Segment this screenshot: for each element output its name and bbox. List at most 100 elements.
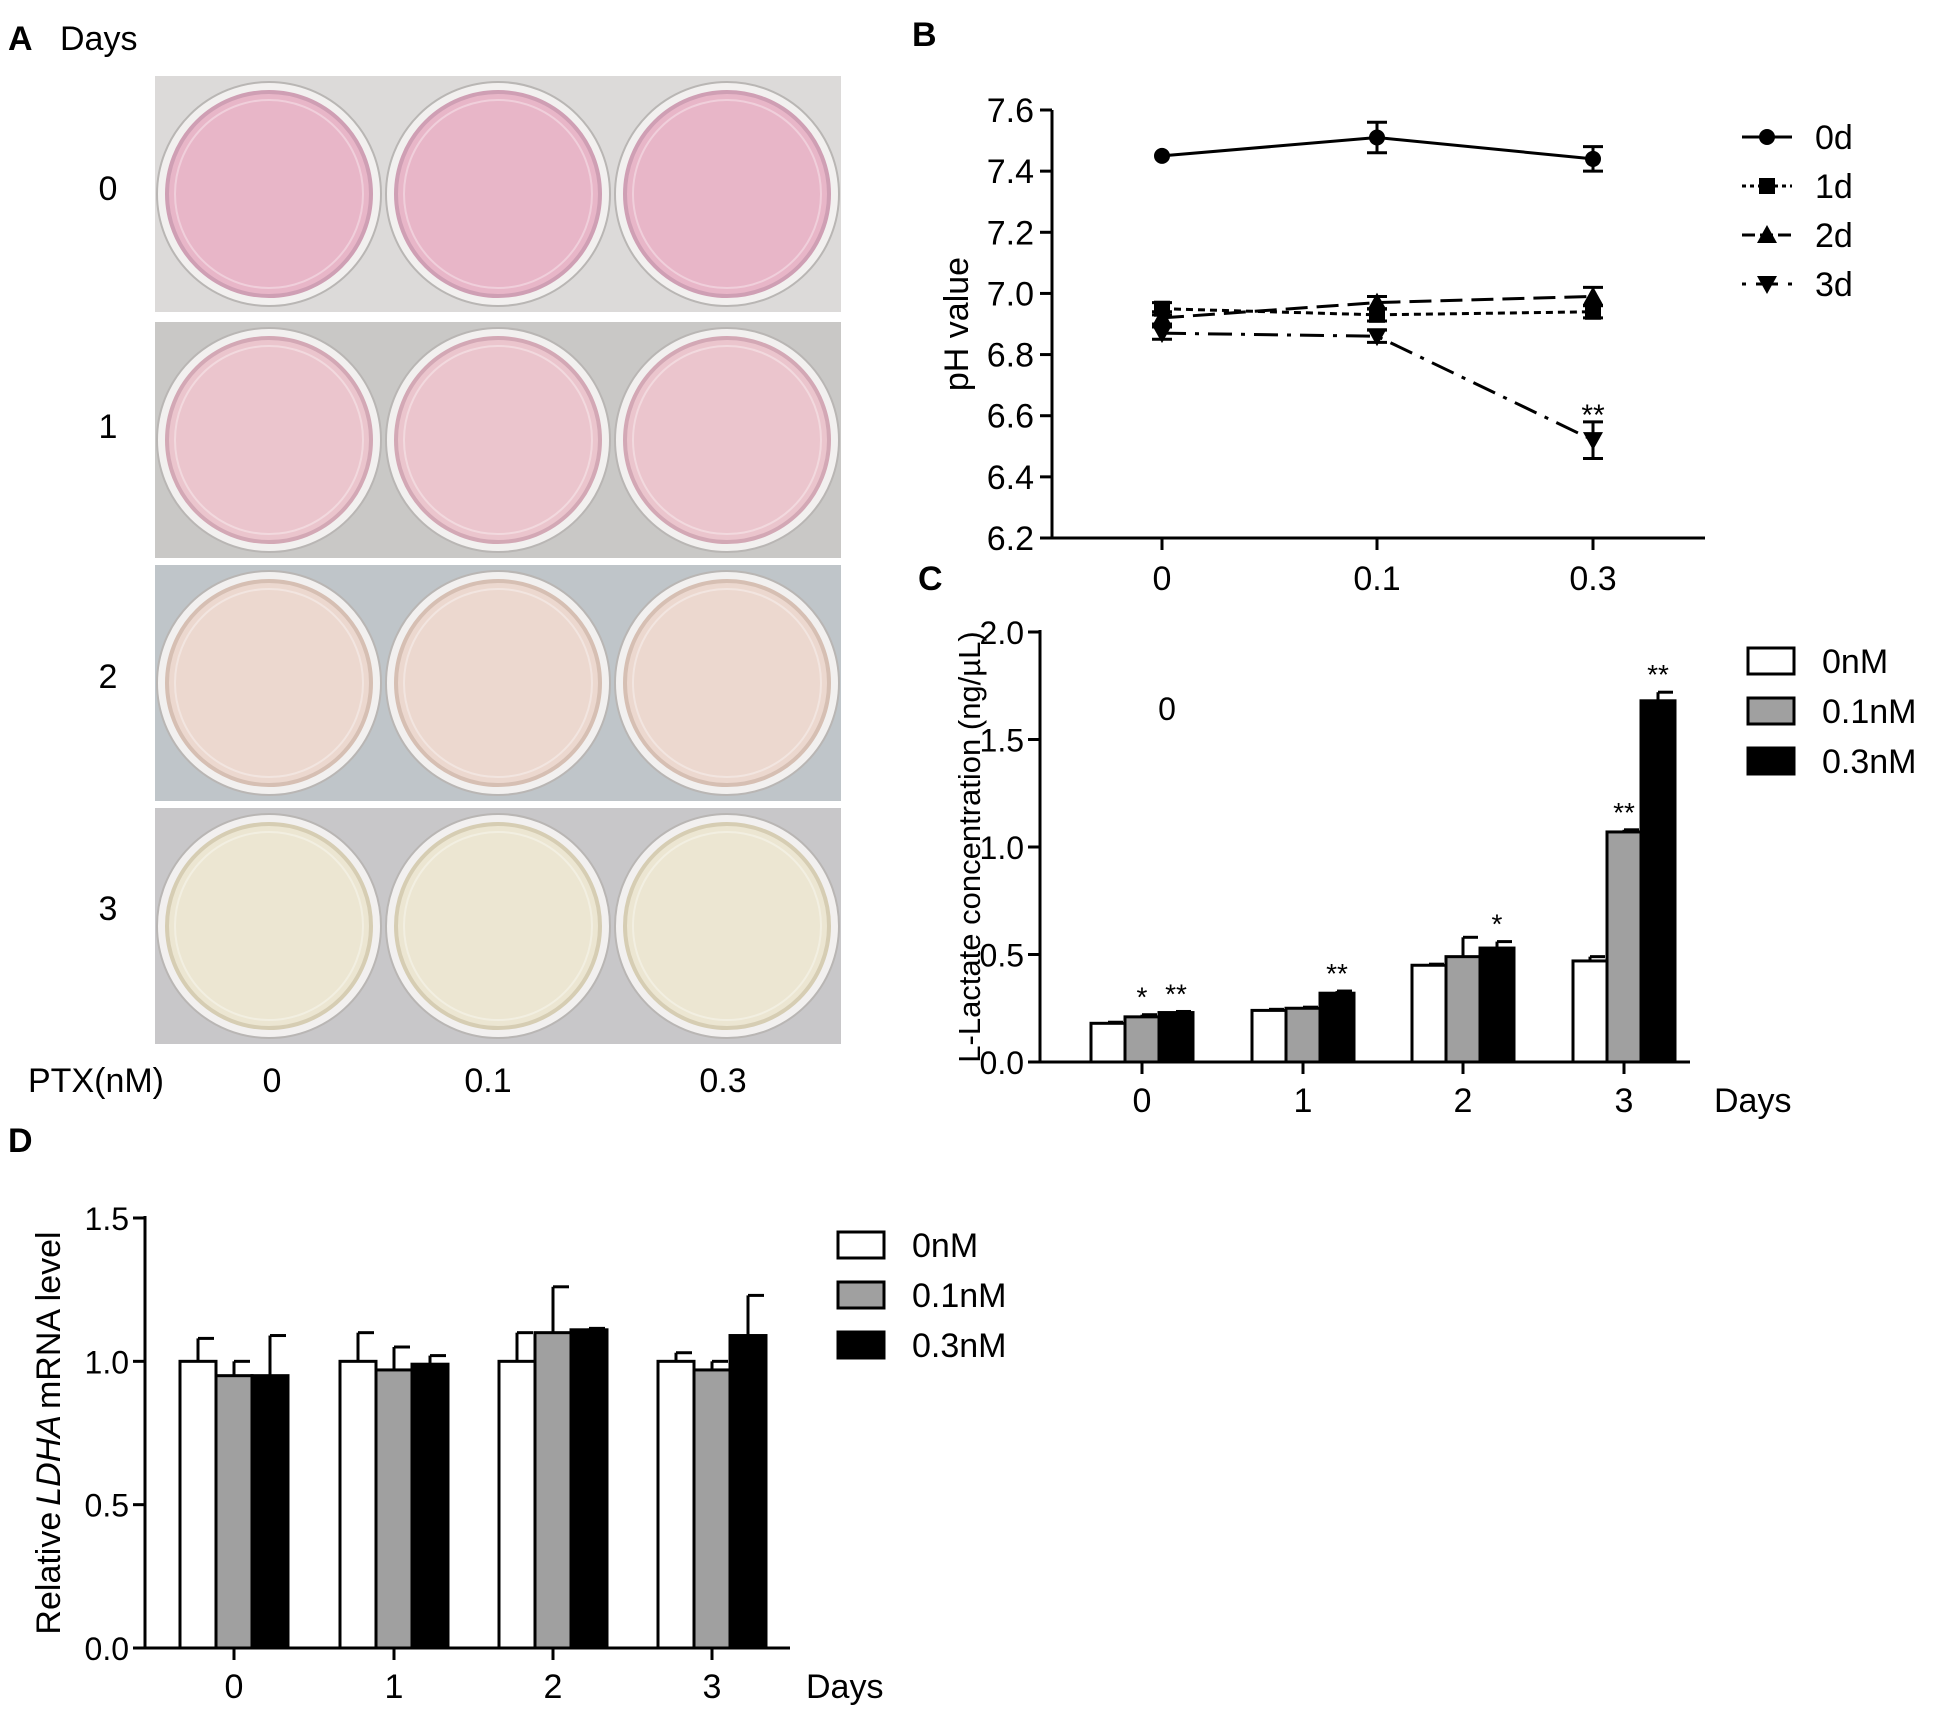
dish-rim-highlight-1: [403, 345, 593, 535]
dish-row-svg: [156, 570, 840, 796]
panel-a-col-1: 0.1: [464, 1062, 512, 1100]
dish-medium-1: [394, 579, 602, 787]
chart-c-xlabel: Days: [1714, 1082, 1791, 1120]
chart-c-stars-0.1nM-0: *: [1137, 982, 1148, 1013]
chart-d-xtick-label-0: 0: [225, 1668, 244, 1706]
chart-d-bar-0nM-3: [656, 1359, 696, 1650]
dish-rim-highlight-0: [174, 831, 364, 1021]
chart-b-point-3d-1: [1367, 328, 1387, 347]
chart-d-legend-label-0.1nM: 0.1nM: [912, 1277, 1007, 1315]
chart-b-xtick-label-0: 0: [1153, 560, 1172, 598]
dish-rim-highlight-2: [632, 588, 822, 778]
dish-rim-highlight-2: [632, 345, 822, 535]
panel-a-col-title: PTX(nM): [28, 1062, 164, 1100]
chart-b-series-0d: [1154, 120, 1603, 173]
dish-medium-1: [394, 90, 602, 298]
chart-b-point-0d-2: [1585, 150, 1601, 167]
chart-d-bar-0.1nM-2: [533, 1331, 573, 1650]
chart-b-ytick-label-1: 6.4: [987, 459, 1034, 497]
chart-b-xtick-label-2: 0.3: [1569, 560, 1616, 598]
dish-row-day-0: [155, 76, 841, 312]
chart-c-ytick-label-2: 1.0: [980, 830, 1024, 866]
chart-c-bar-0.3nM-1: [1318, 991, 1356, 1064]
chart-c-bar-0nM-3: [1571, 959, 1609, 1064]
chart-d-xtick-label-2: 2: [544, 1668, 563, 1706]
chart-b-point-2d-0: [1152, 307, 1172, 326]
chart-b-ytick-label-4: 7.0: [987, 275, 1034, 313]
chart-b-legend-marker-1d: [1759, 178, 1775, 194]
panel-a-col-0: 0: [262, 1062, 282, 1100]
chart-c-legend-swatch-0.1nM: [1746, 696, 1796, 726]
chart-c-legend-label-0nM: 0nM: [1822, 643, 1888, 681]
dish-row-label-1: 1: [98, 408, 118, 446]
chart-c-bar-0.3nM-2: [1478, 946, 1516, 1064]
dish-row-day-2: [155, 565, 841, 801]
chart-c-legend-label-0.3nM: 0.3nM: [1822, 743, 1917, 781]
chart-c-xtick-label-1: 1: [1294, 1082, 1313, 1120]
dish-medium-1: [394, 336, 602, 544]
chart-c-ytick-label-1: 0.5: [980, 938, 1024, 974]
chart-c-legend-swatch-0.3nM: [1746, 746, 1796, 776]
dish-medium-1: [394, 822, 602, 1030]
dish-medium-0: [165, 90, 373, 298]
chart-b-legend-label-1d: 1d: [1815, 168, 1853, 206]
chart-d-ytick-label-2: 1.0: [85, 1344, 129, 1380]
chart-b-series-3d: [1152, 325, 1603, 461]
chart-d-ytick-label-3: 1.5: [85, 1201, 129, 1237]
chart-b-ytick-label-5: 7.2: [987, 214, 1034, 252]
chart-c-xtick-label-0: 0: [1133, 1082, 1152, 1120]
chart-d-xlabel: Days: [806, 1668, 883, 1706]
chart-d-bar-0nM-1: [338, 1359, 378, 1650]
dish-medium-2: [623, 336, 831, 544]
chart-d-ylabel-suffix: mRNA level: [30, 1231, 68, 1409]
dish-medium-0: [165, 822, 373, 1030]
chart-d-ylabel: Relative LDHA mRNA level: [30, 1231, 68, 1634]
chart-b-ytick-label-3: 6.8: [987, 337, 1034, 375]
chart-b-point-1d-2: [1585, 303, 1601, 320]
chart-b-ytick-label-6: 7.4: [987, 153, 1034, 191]
panel-c-label: C: [918, 560, 943, 598]
chart-c-ytick-label-4: 2.0: [980, 615, 1024, 651]
chart-c-bar-0.3nM-3: [1639, 699, 1677, 1064]
chart-c-xtick-label-2: 2: [1454, 1082, 1473, 1120]
chart-d-bar-0.1nM-1: [374, 1368, 414, 1650]
chart-b-legend-label-0d: 0d: [1815, 119, 1853, 157]
dish-row-label-0: 0: [98, 170, 118, 208]
chart-d-bar-0.3nM-2: [569, 1328, 609, 1650]
dish-rim-highlight-0: [174, 99, 364, 289]
chart-d-legend-label-0.3nM: 0.3nM: [912, 1327, 1007, 1365]
chart-c-ytick-label-3: 1.5: [980, 723, 1024, 759]
chart-c-stars-0.3nM-2: *: [1492, 909, 1503, 940]
dish-row-day-3: [155, 808, 841, 1044]
chart-c-legend-label-0.1nM: 0.1nM: [1822, 693, 1917, 731]
chart-d-ytick-label-1: 0.5: [85, 1488, 129, 1524]
chart-b-ytick-label-7: 7.6: [987, 92, 1034, 130]
dish-medium-2: [623, 90, 831, 298]
chart-d-ylabel-gene: LDHA: [30, 1415, 68, 1506]
dish-rim-highlight-0: [174, 588, 364, 778]
chart-b-legend-marker-0d: [1759, 129, 1775, 145]
chart-d-xtick-label-1: 1: [385, 1668, 404, 1706]
dish-row-label-2: 2: [98, 658, 118, 696]
dish-rim-highlight-1: [403, 99, 593, 289]
chart-b-annotation-0: **: [1581, 399, 1605, 432]
chart-b-series-2d: [1152, 285, 1603, 326]
chart-c-stars-0.3nM-3: **: [1647, 659, 1669, 690]
chart-d-xtick-label-3: 3: [703, 1668, 722, 1706]
chart-b-point-3d-0: [1152, 325, 1172, 344]
chart-d-legend-swatch-0nM: [836, 1230, 886, 1260]
chart-b-point-2d-2: [1583, 286, 1603, 305]
dish-rim-highlight-1: [403, 588, 593, 778]
dish-medium-0: [165, 579, 373, 787]
chart-b-point-0d-1: [1369, 129, 1385, 146]
chart-b-legend-label-2d: 2d: [1815, 217, 1853, 255]
chart-d-bar-0.1nM-3: [692, 1368, 732, 1650]
chart-d-legend-swatch-0.3nM: [836, 1330, 886, 1360]
chart-b-ytick-label-0: 6.2: [987, 520, 1034, 558]
chart-b-point-1d-1: [1369, 306, 1385, 323]
dish-row-svg: [156, 327, 840, 553]
chart-c-bar-0.1nM-1: [1284, 1006, 1322, 1064]
